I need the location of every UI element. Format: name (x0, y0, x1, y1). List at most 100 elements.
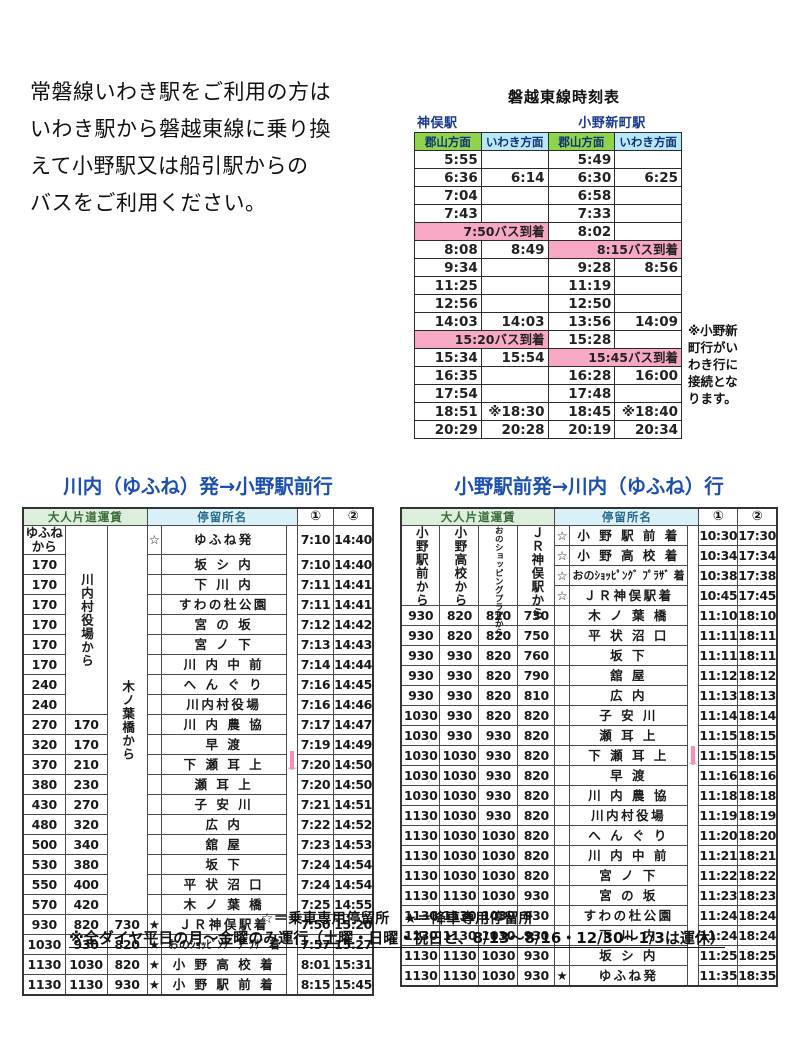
bus-time-cell-1: 11:21 (698, 845, 739, 866)
stop-mark-cell (146, 814, 163, 835)
bus-fare-cell: 810 (517, 685, 556, 706)
bus-time-cell-2: 14:53 (333, 834, 374, 855)
bus-stop-name: 子 安 川 (161, 794, 287, 815)
bus-table-row: 930 820 820 750 平 状 沼 口 11:11 18:11 (400, 625, 778, 646)
bus-stop-name: 広 内 (161, 814, 287, 835)
train-row: 15:34 15:54 15:45バス到着 (414, 348, 682, 367)
bus-fare-col-label-1: 川内村役場から (64, 525, 108, 715)
bus-arrival-cell: 15:20バス到着 (414, 330, 549, 349)
stop-mark-cell (554, 705, 570, 726)
train-time-cell: 20:29 (414, 420, 482, 439)
train-time-cell: 12:50 (547, 294, 616, 313)
train-time-cell: 5:55 (414, 150, 482, 169)
bus-fare-cell: 930 (517, 945, 556, 966)
bus-stop-name: おのｼｮｯﾋﾟﾝｸﾞ ﾌﾟﾗｻﾞ 着 (568, 565, 689, 586)
train-header-row: 郡山方面 いわき方面 郡山方面 いわき方面 (414, 132, 682, 151)
train-time-cell: 6:25 (614, 168, 682, 187)
bus-table-row: 1130 1130 1030 930 坂 シ 内 11:25 18:25 (400, 945, 778, 966)
train-time-cell: 15:28 (547, 330, 616, 349)
stop-mark-cell (554, 665, 570, 686)
bus-fare-cell: 1030 (400, 705, 441, 726)
bus-outbound-title: 川内（ゆふね）発→小野駅前行 (63, 475, 333, 498)
bus-time-cell-2: 14:50 (333, 774, 374, 795)
bus-time-cell-2: 14:49 (333, 734, 374, 755)
bus-fare-cell: 820 (517, 805, 556, 826)
bus-fare-group-header: 大人片道運賃 (22, 507, 148, 526)
bus-time-cell-2: 18:12 (737, 665, 778, 686)
bus-fare-cell: 1030 (439, 745, 480, 766)
bus-time-cell-2: 14:41 (333, 594, 374, 615)
bus-fare-cell: 930 (400, 665, 441, 686)
bus-inbound-table: 大人片道運賃 停留所名 ① ② 小野駅前から 小野高校から おのショッピングプラザから ＪＲ神… (400, 507, 778, 987)
bus-stop-name: 小 野 高 校 着 (161, 954, 287, 975)
bus-stop-name: 坂 下 (161, 854, 287, 875)
bus-time-cell-1: 11:18 (698, 785, 739, 806)
bus-fare-col-label-0: ゆふねから (22, 525, 66, 555)
bus-stop-name: 早 渡 (568, 765, 689, 786)
bus-time-cell-2: 17:30 (737, 525, 778, 546)
bus-fare-cell: 210 (64, 754, 108, 775)
bus-fare-cell: 1030 (439, 845, 480, 866)
bus-fare-cell: 1030 (478, 905, 519, 926)
header-kamimata-iwaki: いわき方面 (480, 132, 549, 151)
train-time-cell (614, 222, 682, 241)
bus-time-cell-1: 11:35 (698, 965, 739, 987)
station-label-kamimata: 神俣駅 (417, 116, 458, 131)
train-time-cell (614, 186, 682, 205)
train-time-cell: 6:30 (547, 168, 616, 187)
bus-fare-cell: 930 (439, 685, 480, 706)
bus-time-cell-2: 18:11 (737, 645, 778, 666)
stop-mark-cell (146, 734, 163, 755)
bus-fare-cell: 380 (22, 774, 66, 795)
bus-fare-cell: 820 (439, 625, 480, 646)
bus-time-cell-1: 11:13 (698, 685, 739, 706)
bus-fare-col-label-3: ＪＲ神俣駅から (517, 525, 556, 621)
bus-time-cell-2: 17:34 (737, 545, 778, 566)
train-row: 16:35 16:28 16:00 (414, 366, 682, 385)
header-kamimata-koriyama: 郡山方面 (414, 132, 482, 151)
train-time-cell: 16:28 (547, 366, 616, 385)
bus-fare-cell: 400 (64, 874, 108, 895)
bus-fare-cell: 530 (22, 854, 66, 875)
bus-time-cell-1: 7:12 (296, 614, 335, 635)
stop-mark-cell (554, 625, 570, 646)
bus-fare-cell: 820 (517, 725, 556, 746)
train-time-cell: 6:58 (547, 186, 616, 205)
bus-table-row: 370 210 下 瀬 耳 上 7:20 14:50 (22, 754, 374, 775)
bus-stop-name: 下 川 内 (568, 925, 689, 946)
bus-fare-cell: 1130 (400, 945, 441, 966)
bus-table-row: ☆ ＪＲ神俣駅着 10:45 17:45 (401, 585, 778, 606)
train-row: 6:36 6:14 6:30 6:25 (414, 168, 682, 187)
bus-time-cell-2: 14:54 (333, 874, 374, 895)
train-timetable: 郡山方面 いわき方面 郡山方面 いわき方面 5:55 5:49 6:36 6:14 6:… (414, 132, 682, 439)
bus-trip-header-1: ① (698, 507, 739, 526)
direction-arrow-lane (285, 525, 298, 996)
bus-fare-cell: 930 (478, 745, 519, 766)
stop-mark-cell (554, 805, 570, 826)
bus-time-cell-1: 10:38 (698, 565, 739, 586)
bus-fare-cell: 170 (22, 554, 66, 575)
bus-table-row: 1130 1030 1030 820 宮 ノ 下 11:22 18:22 (400, 865, 778, 886)
bus-time-cell-1: 11:22 (698, 865, 739, 886)
bus-fare-cell: 930 (439, 705, 480, 726)
stop-mark-cell (554, 885, 570, 906)
bus-table-row: 170 宮 ノ 下 7:13 14:43 (22, 634, 374, 655)
bus-fare-cell: 930 (400, 605, 441, 626)
stop-mark-cell (554, 785, 570, 806)
bus-time-cell-2: 18:25 (737, 945, 778, 966)
bus-time-cell-1: 7:13 (296, 634, 335, 655)
bus-stop-name: へ ん ぐ り (568, 825, 689, 846)
bus-fare-col-label-0: 小野駅前から (400, 525, 441, 607)
bus-time-cell-2: 18:11 (737, 625, 778, 646)
bus-stop-name: 平 状 沼 口 (161, 874, 287, 895)
bus-fare-cell: 1030 (439, 865, 480, 886)
bus-table-row: 1030 1030 930 820 川 内 農 協 11:18 18:18 (400, 785, 778, 806)
stop-mark-cell (554, 645, 570, 666)
bus-fare-cell: 1130 (439, 945, 480, 966)
boarding-only-icon: ☆ (554, 525, 570, 546)
bus-fare-cell: 930 (400, 625, 441, 646)
bus-fare-cell: 930 (517, 965, 556, 987)
train-time-cell (480, 384, 549, 403)
bus-time-cell-1: 11:24 (698, 925, 739, 946)
stop-mark-cell (146, 654, 163, 675)
